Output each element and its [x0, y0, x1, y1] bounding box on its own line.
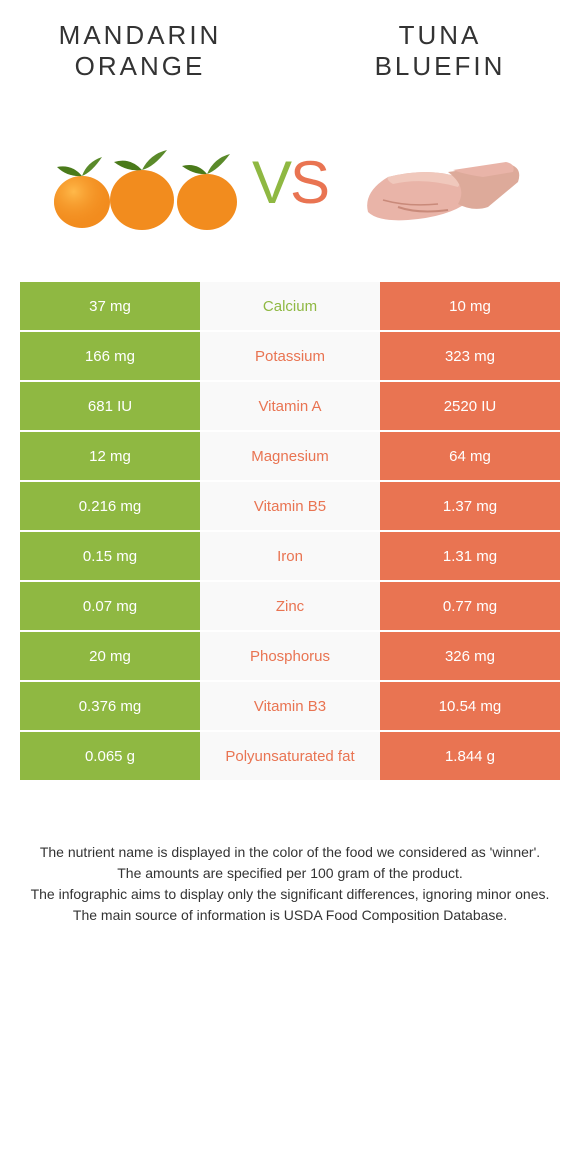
left-value-cell: 0.07 mg	[20, 582, 200, 630]
table-row: 0.15 mgIron1.31 mg	[20, 532, 560, 582]
nutrient-name-cell: Magnesium	[200, 432, 380, 480]
left-value-cell: 0.065 g	[20, 732, 200, 780]
left-value-cell: 12 mg	[20, 432, 200, 480]
nutrient-name-cell: Calcium	[200, 282, 380, 330]
table-row: 681 IUVitamin A2520 IU	[20, 382, 560, 432]
tuna-icon	[338, 122, 538, 242]
right-value-cell: 2520 IU	[380, 382, 560, 430]
vs-label: VS	[252, 148, 328, 217]
right-value-cell: 10 mg	[380, 282, 560, 330]
footer-notes: The nutrient name is displayed in the co…	[0, 782, 580, 946]
right-food-title: Tuna Bluefin	[340, 20, 540, 82]
left-value-cell: 20 mg	[20, 632, 200, 680]
nutrient-name-cell: Vitamin B3	[200, 682, 380, 730]
left-value-cell: 0.376 mg	[20, 682, 200, 730]
left-value-cell: 166 mg	[20, 332, 200, 380]
table-row: 0.216 mgVitamin B51.37 mg	[20, 482, 560, 532]
nutrient-name-cell: Vitamin A	[200, 382, 380, 430]
table-row: 12 mgMagnesium64 mg	[20, 432, 560, 482]
table-row: 20 mgPhosphorus326 mg	[20, 632, 560, 682]
table-row: 166 mgPotassium323 mg	[20, 332, 560, 382]
nutrient-name-cell: Phosphorus	[200, 632, 380, 680]
right-value-cell: 1.37 mg	[380, 482, 560, 530]
footer-line: The amounts are specified per 100 gram o…	[30, 863, 550, 884]
nutrient-name-cell: Iron	[200, 532, 380, 580]
footer-line: The infographic aims to display only the…	[30, 884, 550, 905]
nutrient-name-cell: Polyunsaturated fat	[200, 732, 380, 780]
hero-row: VS	[0, 92, 580, 282]
right-value-cell: 1.31 mg	[380, 532, 560, 580]
left-value-cell: 681 IU	[20, 382, 200, 430]
table-row: 0.065 gPolyunsaturated fat1.844 g	[20, 732, 560, 782]
nutrient-name-cell: Potassium	[200, 332, 380, 380]
right-value-cell: 326 mg	[380, 632, 560, 680]
right-value-cell: 0.77 mg	[380, 582, 560, 630]
table-row: 0.07 mgZinc0.77 mg	[20, 582, 560, 632]
vs-letter-s: S	[290, 149, 328, 216]
right-value-cell: 1.844 g	[380, 732, 560, 780]
table-row: 37 mgCalcium10 mg	[20, 282, 560, 332]
table-row: 0.376 mgVitamin B310.54 mg	[20, 682, 560, 732]
mandarin-icon	[42, 122, 242, 242]
left-food-title: Mandarin orange	[40, 20, 240, 82]
titles-row: Mandarin orange Tuna Bluefin	[0, 0, 580, 92]
nutrient-table: 37 mgCalcium10 mg166 mgPotassium323 mg68…	[0, 282, 580, 782]
right-value-cell: 64 mg	[380, 432, 560, 480]
vs-letter-v: V	[252, 149, 290, 216]
left-food-image	[42, 122, 242, 242]
left-value-cell: 37 mg	[20, 282, 200, 330]
footer-line: The main source of information is USDA F…	[30, 905, 550, 926]
right-value-cell: 323 mg	[380, 332, 560, 380]
right-food-image	[338, 122, 538, 242]
nutrient-name-cell: Zinc	[200, 582, 380, 630]
right-value-cell: 10.54 mg	[380, 682, 560, 730]
left-value-cell: 0.216 mg	[20, 482, 200, 530]
left-value-cell: 0.15 mg	[20, 532, 200, 580]
nutrient-name-cell: Vitamin B5	[200, 482, 380, 530]
footer-line: The nutrient name is displayed in the co…	[30, 842, 550, 863]
